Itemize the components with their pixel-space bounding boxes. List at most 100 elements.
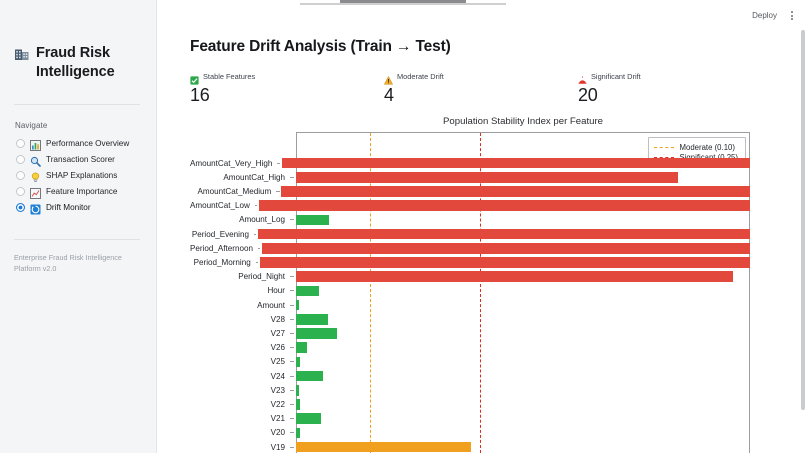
threshold-line-moderate — [370, 133, 372, 453]
chart-bar — [295, 328, 337, 339]
chart-bar — [295, 214, 329, 226]
metric-stable-features: Stable Features 16 — [190, 72, 384, 106]
y-axis-tick — [290, 332, 294, 335]
chart-bar — [295, 399, 300, 410]
brand-title: Fraud Risk Intelligence — [36, 45, 115, 81]
y-axis-tick-label: V24 — [270, 371, 285, 381]
kebab-menu-icon[interactable] — [788, 9, 796, 22]
chart-bar — [295, 385, 299, 396]
y-axis-tick — [290, 389, 294, 391]
y-axis-tick — [290, 446, 294, 448]
metric-value: 20 — [578, 85, 598, 105]
y-axis-tick — [290, 375, 294, 377]
chart-bar-row: AmountCat_Very_High — [190, 156, 750, 170]
metric-label: Stable Features — [203, 72, 256, 81]
top-toolbar-strip — [340, 0, 466, 4]
sidebar-item-shap-explanations[interactable]: SHAP Explanations — [14, 167, 144, 183]
vertical-scrollbar[interactable] — [801, 30, 805, 410]
y-axis-tick-label: Period_Night — [238, 272, 285, 282]
radio-shap-explanations[interactable] — [16, 170, 25, 180]
y-axis-tick-label: AmountCat_Low — [190, 201, 250, 211]
metric-moderate-drift: Moderate Drift 4 — [383, 72, 578, 106]
psi-chart: Population Stability Index per Feature M… — [190, 116, 751, 453]
y-axis-tick-label: V21 — [270, 414, 285, 424]
deploy-button[interactable]: Deploy — [752, 11, 777, 21]
chart-bar-row: AmountCat_High — [190, 170, 750, 184]
metric-label: Moderate Drift — [397, 72, 444, 81]
sidebar-item-label: SHAP Explanations — [46, 170, 118, 180]
chart-bar-row: Period_Evening — [190, 227, 750, 241]
y-axis-tick — [290, 403, 294, 406]
line-chart-icon — [30, 186, 41, 199]
drift-monitor-icon — [30, 202, 41, 215]
y-axis-tick-label: V23 — [270, 385, 285, 395]
radio-feature-importance[interactable] — [16, 186, 25, 196]
chart-bar — [295, 356, 300, 368]
legend-dash-significant — [654, 157, 675, 158]
chart-title: Population Stability Index per Feature — [443, 116, 603, 127]
chart-bar — [295, 427, 300, 439]
chart-bar-row: V19 — [190, 440, 750, 453]
sidebar-divider-bottom — [14, 239, 140, 241]
plot-frame: Moderate (0.10) Significant (0.25) — [296, 132, 750, 453]
y-axis-tick-label: AmountCat_Medium — [197, 186, 272, 196]
y-axis-tick — [290, 361, 294, 363]
chart-bar-row: V20 — [190, 426, 750, 440]
bar-chart-icon — [30, 138, 41, 151]
green-check-icon — [190, 72, 199, 85]
y-axis-tick — [255, 261, 259, 264]
sidebar-item-feature-importance[interactable]: Feature Importance — [14, 183, 144, 199]
legend-label: Significant (0.25) — [679, 153, 738, 162]
y-axis-tick — [290, 276, 294, 278]
brand: Fraud Risk Intelligence — [14, 44, 144, 82]
y-axis-tick-label: Period_Evening — [191, 229, 249, 239]
y-axis-tick — [290, 418, 294, 420]
warning-triangle-icon — [383, 72, 394, 85]
radio-drift-monitor[interactable] — [16, 202, 25, 212]
y-axis-tick-label: V19 — [270, 442, 285, 452]
y-axis-tick — [277, 162, 281, 164]
sidebar-item-transaction-scorer[interactable]: Transaction Scorer — [14, 151, 144, 167]
deploy-bar: Deploy — [752, 9, 796, 22]
chart-bar — [295, 342, 308, 353]
chart-bar — [259, 257, 751, 268]
chart-bar — [261, 243, 750, 254]
chart-bar — [258, 228, 750, 240]
sidebar-item-label: Drift Monitor — [46, 202, 91, 212]
chart-bar-row: Amount_Log — [190, 213, 750, 227]
chart-bar-row: V22 — [190, 397, 750, 411]
red-alert-icon — [578, 72, 587, 84]
y-axis-tick-label: V27 — [270, 328, 285, 338]
chart-bar-row: Hour — [190, 284, 750, 298]
chart-bar-row: Period_Morning — [190, 255, 751, 269]
chart-bar — [295, 370, 324, 382]
threshold-line-significant — [480, 133, 482, 453]
chart-bar-row: Period_Night — [190, 270, 750, 284]
chart-bar — [258, 200, 750, 211]
metric-label: Significant Drift — [591, 72, 641, 81]
sidebar-item-drift-monitor[interactable]: Drift Monitor — [14, 199, 144, 215]
legend-item-significant: Significant (0.25) — [654, 153, 738, 162]
chart-bar — [295, 271, 733, 282]
chart-bar-row: V24 — [190, 369, 750, 383]
sidebar-item-performance-overview[interactable]: Performance Overview — [14, 135, 144, 151]
radio-performance-overview[interactable] — [16, 138, 25, 148]
y-axis-tick-label: AmountCat_Very_High — [190, 158, 273, 168]
metric-value: 4 — [384, 85, 394, 105]
chart-bar — [295, 172, 678, 183]
radio-transaction-scorer[interactable] — [16, 154, 25, 164]
chart-bar — [295, 441, 472, 453]
legend-dash-moderate — [654, 147, 675, 148]
y-axis-tick-label: V22 — [270, 399, 285, 409]
magnifier-icon — [30, 154, 41, 167]
sidebar-item-label: Performance Overview — [46, 138, 130, 148]
chart-bar — [295, 285, 320, 297]
y-axis-tick-label: V25 — [270, 357, 285, 367]
y-axis-tick — [254, 205, 258, 207]
y-axis-tick — [290, 219, 294, 221]
chart-bar-row: V25 — [190, 355, 750, 369]
chart-rows: AmountCat_Very_High AmountCat_High AmountC… — [190, 132, 751, 453]
y-axis-tick — [258, 247, 261, 249]
y-axis-tick — [276, 190, 280, 193]
top-toolbar-underline — [300, 3, 506, 5]
